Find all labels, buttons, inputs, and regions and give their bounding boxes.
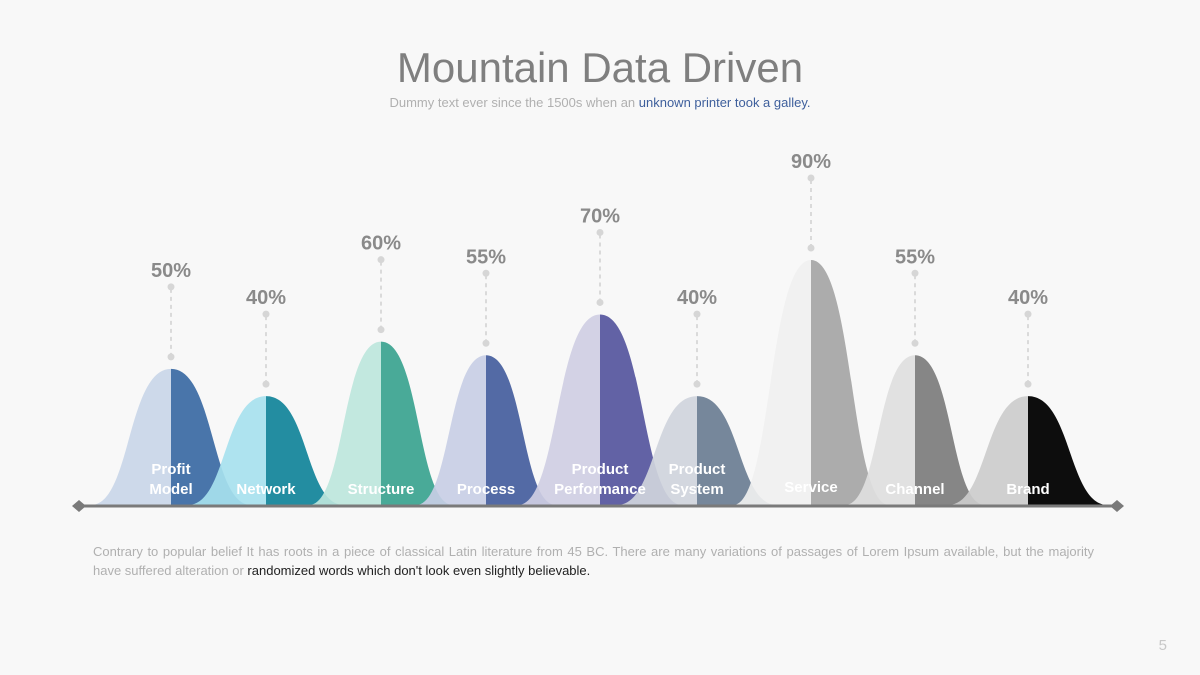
mountain-right-half	[381, 341, 453, 505]
mountain-right-half	[1028, 396, 1108, 505]
category-label: Process	[457, 481, 515, 498]
mountain-network	[188, 396, 344, 505]
guide-dot-high	[262, 310, 270, 318]
page-subtitle: Dummy text ever since the 1500s when an …	[0, 95, 1200, 110]
mountain-left-half	[309, 341, 381, 505]
mountain-left-half	[91, 368, 171, 505]
mountain-chart: 50% 40% 60% 55% 70% 40% 90% 55% 40% Profit Model N…	[72, 151, 1124, 512]
guide-dot-low	[596, 298, 604, 306]
guide-dot-high	[807, 174, 815, 182]
category-labels: Profit Model Network Structure Process Produc…	[149, 461, 1049, 498]
guide-dot-high	[482, 269, 490, 277]
page-number: 5	[1158, 637, 1167, 654]
mountain-right-half	[600, 314, 682, 505]
mountain-product-performance	[518, 314, 682, 505]
guide-dot-high	[1024, 310, 1032, 318]
mountain-right-half	[266, 396, 344, 505]
mountain-process	[416, 355, 556, 505]
mountain-left-half	[617, 396, 697, 505]
subtitle-text: Dummy text ever since the 1500s when an	[389, 95, 639, 110]
category-label: Profit Model	[149, 461, 192, 498]
mountain-left-half	[845, 355, 915, 505]
mountain-right-half	[171, 368, 251, 505]
mountain-left-half	[188, 396, 266, 505]
guide-dot-high	[377, 256, 385, 264]
guide-dot-low	[693, 380, 701, 388]
value-guides: 50% 40% 60% 55% 70% 40% 90% 55% 40%	[151, 151, 1048, 388]
category-label: Product Performance	[554, 461, 646, 498]
category-label: Service	[784, 479, 837, 496]
value-label: 60%	[361, 233, 401, 255]
mountain-right-half	[697, 396, 777, 505]
category-label: Product System	[669, 461, 726, 498]
body-text-plain: Contrary to popular belief It has roots …	[93, 544, 1094, 578]
guide-dot-low	[807, 244, 815, 252]
guide-dot-high	[693, 310, 701, 318]
guide-dot-high	[911, 269, 919, 277]
value-label: 90%	[791, 151, 831, 173]
category-label: Channel	[885, 481, 944, 498]
value-label: 50%	[151, 260, 191, 282]
mountain-structure	[309, 341, 453, 505]
body-text-emphasis: randomized words which don't look even s…	[247, 563, 591, 578]
mountain-brand	[948, 396, 1108, 505]
mountain-right-half	[915, 355, 985, 505]
x-axis	[72, 500, 1124, 512]
value-label: 70%	[580, 205, 620, 227]
mountain-left-half	[733, 260, 811, 505]
guide-dot-low	[482, 339, 490, 347]
page-title: Mountain Data Driven	[396, 44, 804, 91]
mountain-left-half	[948, 396, 1028, 505]
value-label: 55%	[466, 246, 506, 268]
body-paragraph: Contrary to popular belief It has roots …	[93, 542, 1094, 580]
axis-right-diamond	[1110, 500, 1124, 512]
guide-dot-low	[1024, 380, 1032, 388]
subtitle-highlight: unknown printer took a galley.	[638, 95, 811, 110]
mountain-profit-model	[91, 368, 251, 505]
mountain-left-half	[518, 314, 600, 505]
value-label: 40%	[1008, 287, 1048, 309]
mountain-service	[733, 260, 889, 505]
guide-dot-high	[596, 228, 604, 236]
guide-dot-low	[262, 380, 270, 388]
category-label: Structure	[348, 481, 415, 498]
value-label: 40%	[677, 287, 717, 309]
guide-dot-high	[167, 283, 175, 291]
mountain-product-system	[617, 396, 777, 505]
mountain-right-half	[811, 260, 889, 505]
axis-left-diamond	[72, 500, 86, 512]
mountain-right-half	[486, 355, 556, 505]
value-label: 40%	[246, 287, 286, 309]
guide-dot-low	[911, 339, 919, 347]
guide-dot-low	[167, 353, 175, 361]
value-label: 55%	[895, 246, 935, 268]
guide-dot-low	[377, 326, 385, 334]
category-label: Network	[236, 481, 296, 498]
mountain-series	[91, 260, 1108, 505]
category-label: Brand	[1006, 481, 1049, 498]
mountain-channel	[845, 355, 985, 505]
mountain-left-half	[416, 355, 486, 505]
